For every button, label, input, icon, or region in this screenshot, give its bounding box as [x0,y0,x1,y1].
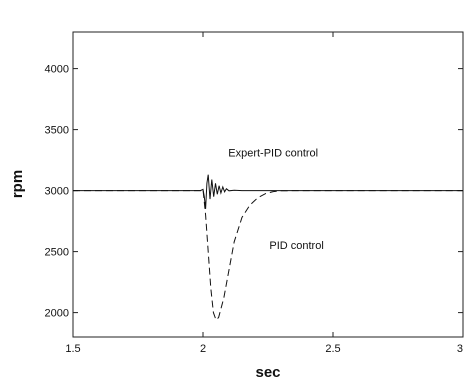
annotation-expert-pid: Expert-PID control [228,147,318,159]
data-lines [73,174,463,321]
annotation-pid: PID control [269,240,323,252]
series-line-expert-pid [73,174,463,209]
x-tick-label: 3 [457,343,463,355]
axis-ticks: 2000 2500 3000 3500 4000 1.5 2 2.5 3 [45,32,464,355]
x-tick-label: 2.5 [325,343,340,355]
x-axis-label: sec [255,364,280,381]
series-line-pid [73,188,463,321]
y-axis-label: rpm [9,170,26,198]
plot-frame [72,31,464,338]
x-tick-label: 1.5 [65,343,80,355]
y-tick-label: 3000 [45,186,69,198]
x-tick-label: 2 [200,343,206,355]
y-tick-label: 2500 [45,247,69,259]
y-tick-label: 2000 [45,308,69,320]
annotations: Expert-PID control PID control [228,147,324,252]
y-tick-label: 4000 [45,64,69,76]
y-tick-label: 3500 [45,125,69,137]
